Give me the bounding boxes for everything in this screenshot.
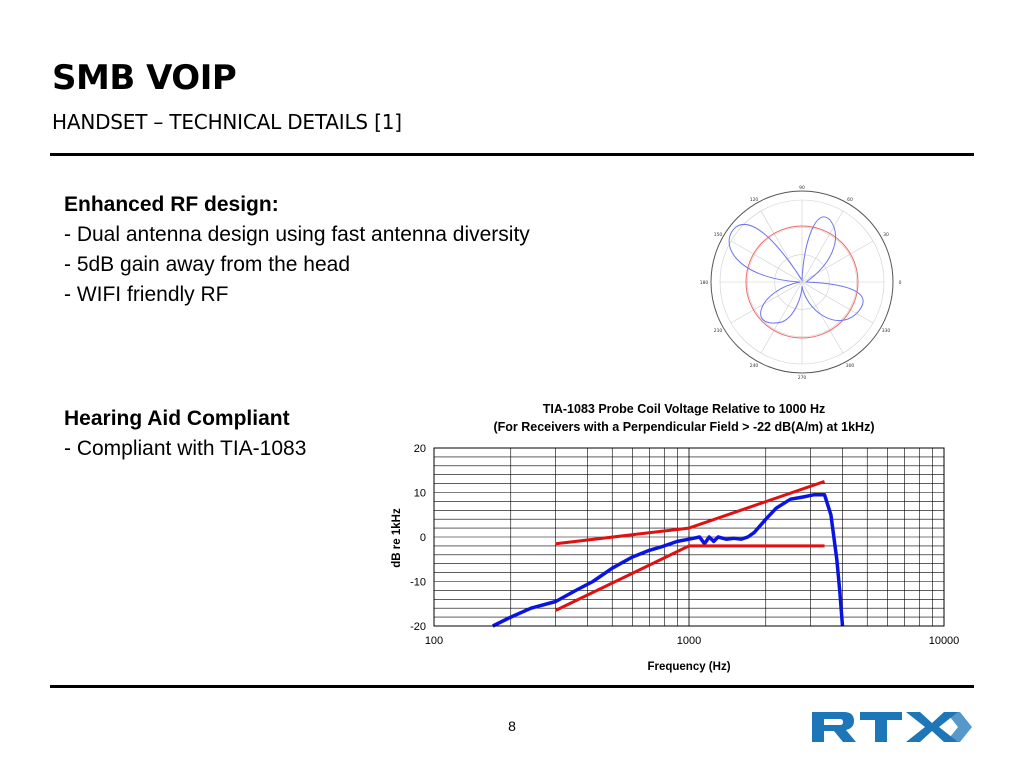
polar-label-330: 330 [882,328,891,334]
x-tick-label: 10000 [929,635,960,647]
page-number: 8 [508,718,516,734]
tia-1083-chart: TIA-1083 Probe Coil Voltage Relative to … [391,402,959,673]
y-tick-label: -10 [410,577,426,589]
polar-label-30: 30 [883,232,889,238]
y-tick-label: -20 [410,621,426,633]
polar-label-180: 180 [700,280,709,286]
series-line-lower-limit [555,544,825,612]
polar-angle-labels: 90 60 30 0 330 300 270 240 210 180 150 1… [700,185,902,381]
y-tick-label: 10 [414,488,426,500]
polar-label-0: 0 [899,280,902,286]
plot-frame [433,447,945,627]
slide-subtitle: HANDSET – TECHNICAL DETAILS [1] [52,110,402,134]
polar-reference-circle [745,225,859,339]
polar-label-150: 150 [714,232,723,238]
y-tick-label: 0 [420,532,426,544]
polar-outer-ring [710,190,894,374]
polar-label-90: 90 [799,185,805,191]
chart-grid [433,447,945,627]
slide-title: SMB VOIP [52,58,237,98]
hearing-aid-heading: Hearing Aid Compliant [64,407,290,430]
chart-title: TIA-1083 Probe Coil Voltage Relative to … [543,402,826,416]
chart-y-axis-label: dB re 1kHz [391,508,403,568]
rf-bullet-gain: - 5dB gain away from the head [64,253,351,276]
polar-radiation-pattern [728,216,864,324]
rf-design-section: Enhanced RF design: - Dual antenna desig… [64,190,530,310]
polar-label-120: 120 [750,197,759,203]
series-line-upper-limit [555,479,825,546]
x-tick-label: 100 [425,635,443,647]
rf-bullet-wifi: - WIFI friendly RF [64,283,229,306]
chart-x-axis-label: Frequency (Hz) [647,661,730,673]
polar-label-240: 240 [750,363,759,369]
hearing-aid-section: Hearing Aid Compliant - Compliant with T… [64,404,306,464]
rtx-logo [812,712,972,742]
polar-grid [719,199,885,365]
polar-label-270: 270 [798,375,807,381]
chart-series [492,479,845,628]
y-tick-label: 20 [414,443,426,455]
rtx-logo-mark [812,712,972,742]
antenna-polar-plot: 90 60 30 0 330 300 270 240 210 180 150 1… [700,185,902,381]
hearing-aid-bullet: - Compliant with TIA-1083 [64,437,307,460]
series-line-response [492,492,845,628]
rf-bullet-antenna: - Dual antenna design using fast antenna… [64,223,530,246]
chart-subtitle: (For Receivers with a Perpendicular Fiel… [493,420,874,434]
polar-label-210: 210 [714,328,723,334]
x-tick-label: 1000 [677,635,701,647]
top-divider [50,153,974,156]
polar-label-300: 300 [846,363,855,369]
polar-label-60: 60 [847,197,853,203]
bottom-divider [50,685,974,688]
rf-design-heading: Enhanced RF design: [64,193,279,216]
